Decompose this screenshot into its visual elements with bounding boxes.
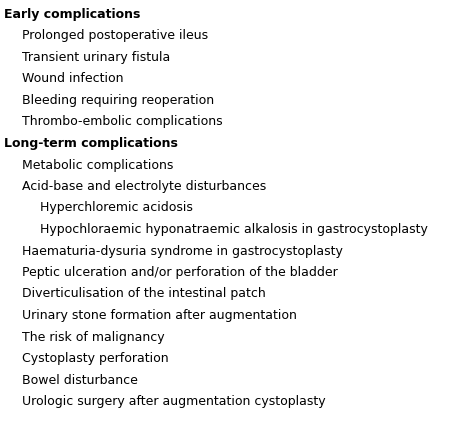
Text: Wound infection: Wound infection	[22, 73, 124, 86]
Text: Cystoplasty perforation: Cystoplasty perforation	[22, 352, 169, 365]
Text: The risk of malignancy: The risk of malignancy	[22, 330, 164, 343]
Text: Thrombo-embolic complications: Thrombo-embolic complications	[22, 115, 223, 128]
Text: Hypochloraemic hyponatraemic alkalosis in gastrocystoplasty: Hypochloraemic hyponatraemic alkalosis i…	[40, 223, 428, 236]
Text: Acid-base and electrolyte disturbances: Acid-base and electrolyte disturbances	[22, 180, 266, 193]
Text: Metabolic complications: Metabolic complications	[22, 159, 173, 171]
Text: Urinary stone formation after augmentation: Urinary stone formation after augmentati…	[22, 309, 297, 322]
Text: Transient urinary fistula: Transient urinary fistula	[22, 51, 170, 64]
Text: Hyperchloremic acidosis: Hyperchloremic acidosis	[40, 201, 193, 215]
Text: Long-term complications: Long-term complications	[4, 137, 178, 150]
Text: Peptic ulceration and/or perforation of the bladder: Peptic ulceration and/or perforation of …	[22, 266, 338, 279]
Text: Prolonged postoperative ileus: Prolonged postoperative ileus	[22, 30, 208, 42]
Text: Haematuria-dysuria syndrome in gastrocystoplasty: Haematuria-dysuria syndrome in gastrocys…	[22, 244, 343, 257]
Text: Early complications: Early complications	[4, 8, 140, 21]
Text: Bowel disturbance: Bowel disturbance	[22, 374, 138, 386]
Text: Bleeding requiring reoperation: Bleeding requiring reoperation	[22, 94, 214, 107]
Text: Diverticulisation of the intestinal patch: Diverticulisation of the intestinal patc…	[22, 288, 266, 301]
Text: Urologic surgery after augmentation cystoplasty: Urologic surgery after augmentation cyst…	[22, 395, 326, 408]
